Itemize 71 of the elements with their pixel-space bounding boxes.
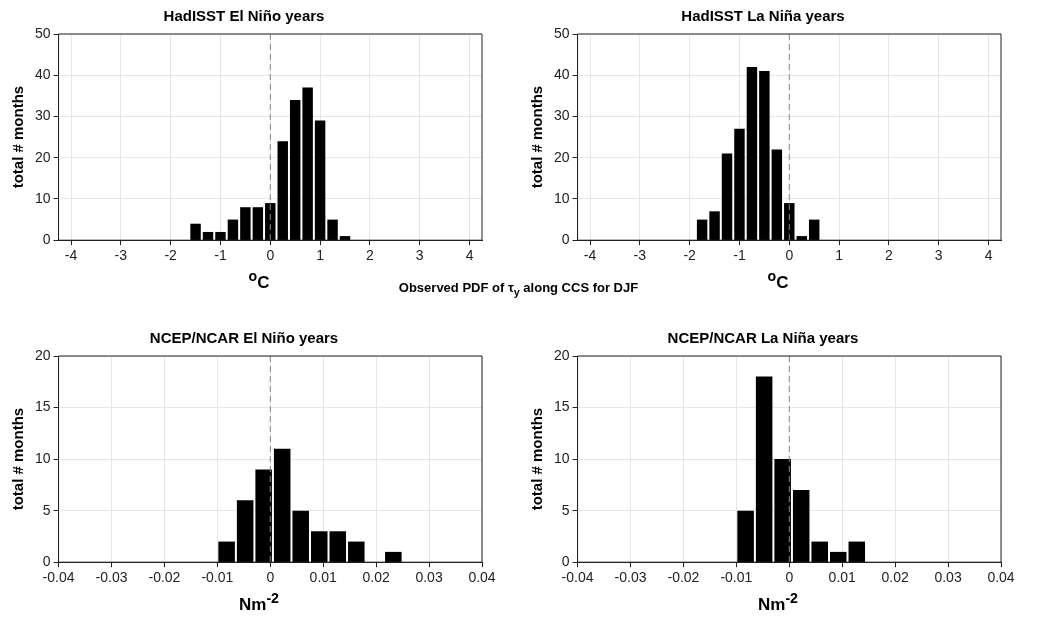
x-tick-label: 4 xyxy=(465,247,474,264)
y-tick-label: 40 xyxy=(553,66,570,83)
y-tick-label: 5 xyxy=(42,501,51,518)
x-axis-title: Nm$^{-2}$ xyxy=(238,590,280,615)
y-tick-label: 10 xyxy=(553,449,570,466)
y-tick-label: 0 xyxy=(561,553,570,570)
x-tick-label: -2 xyxy=(164,247,178,264)
text: Observed PDF of τ$_{y}$ along CCS for DJF xyxy=(398,280,639,298)
x-tick-label: -1 xyxy=(214,247,227,264)
y-tick-label: 20 xyxy=(34,148,51,165)
x-tick-label: -0.04 xyxy=(42,569,75,586)
x-tick-label: 3 xyxy=(934,247,943,264)
y-tick-label: 30 xyxy=(553,107,570,124)
y-tick-label: 20 xyxy=(34,346,51,363)
x-tick-label: 0.01 xyxy=(309,569,338,586)
x-tick-label: -4 xyxy=(583,247,597,264)
x-tick-label: -1 xyxy=(733,247,746,264)
y-axis-title: total # months xyxy=(9,85,27,189)
chart-title: HadISST La Niña years xyxy=(681,7,845,25)
y-tick-label: 0 xyxy=(561,231,570,248)
x-tick-label: 0.04 xyxy=(987,569,1015,586)
chart-title: HadISST El Niño years xyxy=(163,7,325,25)
x-tick-label: 3 xyxy=(415,247,424,264)
x-tick-label: 1 xyxy=(316,247,325,264)
chart-title: NCEP/NCAR El Niño years xyxy=(149,329,339,347)
x-tick-label: -0.03 xyxy=(614,569,647,586)
y-axis-title: total # months xyxy=(528,407,546,511)
x-tick-label: 0.04 xyxy=(468,569,496,586)
y-tick-label: 10 xyxy=(34,449,51,466)
x-tick-label: 0.02 xyxy=(881,569,909,586)
x-tick-label: 0 xyxy=(785,247,794,264)
y-tick-label: 15 xyxy=(34,398,51,415)
y-tick-label: 15 xyxy=(553,398,570,415)
x-tick-label: -0.02 xyxy=(148,569,181,586)
x-tick-label: 0 xyxy=(266,569,275,586)
x-tick-label: 0.03 xyxy=(934,569,962,586)
x-tick-label: 0 xyxy=(266,247,275,264)
x-tick-label: -0.02 xyxy=(667,569,700,586)
y-tick-label: 0 xyxy=(42,553,51,570)
y-tick-label: 50 xyxy=(553,24,570,41)
x-tick-label: 1 xyxy=(835,247,844,264)
y-tick-label: 0 xyxy=(42,231,51,248)
y-tick-label: 30 xyxy=(34,107,51,124)
x-tick-label: -4 xyxy=(64,247,78,264)
x-tick-label: 0 xyxy=(785,569,794,586)
x-tick-label: -3 xyxy=(114,247,128,264)
y-tick-label: 10 xyxy=(553,189,570,206)
y-tick-label: 40 xyxy=(34,66,51,83)
y-tick-label: 20 xyxy=(553,346,570,363)
x-tick-label: 0.02 xyxy=(362,569,390,586)
y-tick-label: 10 xyxy=(34,189,51,206)
x-tick-label: -0.03 xyxy=(95,569,128,586)
x-axis-title: $^{o}$C xyxy=(248,268,270,292)
x-tick-label: -0.01 xyxy=(720,569,753,586)
y-axis-title: total # months xyxy=(528,85,546,189)
x-tick-label: -2 xyxy=(683,247,697,264)
x-tick-label: -0.04 xyxy=(561,569,594,586)
x-tick-label: -3 xyxy=(633,247,647,264)
x-tick-label: -0.01 xyxy=(201,569,234,586)
y-tick-label: 5 xyxy=(561,501,570,518)
x-tick-label: 0.01 xyxy=(828,569,857,586)
y-axis-title: total # months xyxy=(9,407,27,511)
x-axis-title: Nm$^{-2}$ xyxy=(757,590,799,615)
y-tick-label: 20 xyxy=(553,148,570,165)
x-tick-label: 4 xyxy=(984,247,993,264)
x-tick-label: 2 xyxy=(366,247,375,264)
y-tick-label: 50 xyxy=(34,24,51,41)
x-tick-label: 2 xyxy=(885,247,894,264)
x-axis-title: $^{o}$C xyxy=(767,268,789,292)
chart-title: NCEP/NCAR La Niña years xyxy=(667,329,859,347)
x-tick-label: 0.03 xyxy=(415,569,443,586)
